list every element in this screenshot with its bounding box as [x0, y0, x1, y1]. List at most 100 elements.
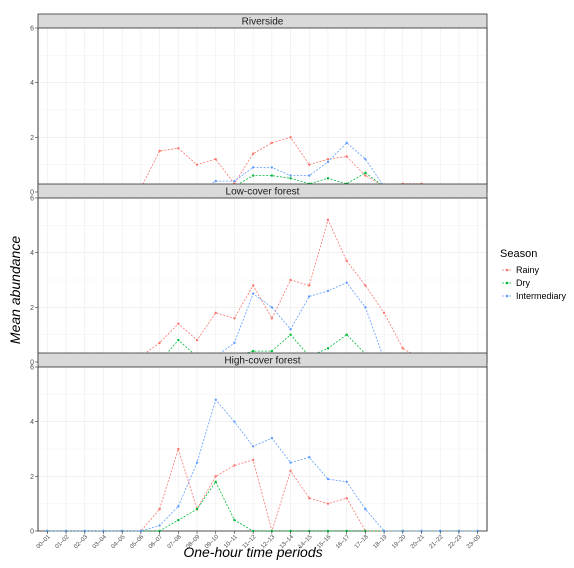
data-point [345, 281, 348, 284]
legend-key-point [505, 294, 509, 298]
data-point [364, 507, 367, 511]
data-point [345, 333, 348, 336]
data-point [308, 456, 311, 459]
data-point [364, 306, 367, 309]
data-point [270, 436, 274, 440]
data-point [251, 174, 255, 177]
data-point [158, 341, 161, 345]
y-tick-label: 2 [30, 135, 34, 142]
legend-entry: Rainy [502, 265, 540, 275]
y-tick-label: 4 [30, 419, 34, 426]
data-point [177, 447, 180, 451]
y-tick-label: 4 [30, 250, 34, 257]
data-point [289, 469, 292, 473]
data-point [177, 322, 180, 325]
data-point [233, 341, 236, 345]
data-point [345, 480, 348, 483]
legend-label: Intermediary [516, 291, 567, 301]
panels-group: Riverside 0 2 4 6 Low-cover forest 0 2 4 6 High-co… [30, 13, 488, 536]
data-point [289, 177, 292, 180]
data-point [251, 166, 255, 169]
data-point [270, 349, 274, 353]
legend-label: Dry [516, 278, 530, 288]
data-point [233, 464, 236, 467]
panel-title: Riverside [242, 17, 284, 28]
data-point [251, 458, 255, 462]
data-point [326, 177, 330, 180]
data-point [214, 398, 217, 401]
legend-key-point [505, 281, 509, 285]
panel: High-cover forest 0 2 4 6 [30, 352, 488, 536]
data-point [308, 174, 311, 177]
data-point [251, 445, 255, 448]
panel-title: High-cover forest [224, 356, 300, 367]
y-tick-label: 6 [30, 26, 34, 33]
data-point [177, 518, 180, 522]
y-tick-label: 0 [30, 360, 34, 367]
data-point [326, 289, 330, 293]
data-point [308, 295, 311, 298]
data-point [195, 461, 199, 464]
y-tick-label: 2 [30, 305, 34, 312]
y-tick-label: 4 [30, 80, 34, 87]
data-point [364, 171, 367, 175]
data-point [326, 477, 330, 481]
data-point [326, 502, 330, 505]
data-point [251, 292, 255, 295]
data-point [177, 147, 180, 150]
data-point [270, 174, 274, 177]
data-point [289, 333, 292, 336]
data-point [158, 507, 161, 511]
data-point [233, 518, 236, 522]
data-point [364, 158, 367, 161]
data-point [158, 149, 161, 153]
data-point [233, 179, 236, 183]
data-point [289, 461, 292, 464]
data-point [251, 284, 255, 287]
data-point [289, 328, 292, 331]
legend-entry: Intermediary [502, 291, 567, 301]
data-point [233, 317, 236, 320]
data-point [233, 420, 236, 423]
data-point [177, 338, 180, 342]
panel: Low-cover forest 0 2 4 6 [30, 183, 488, 367]
data-point [214, 475, 217, 478]
y-tick-label: 6 [30, 196, 34, 203]
data-point [270, 306, 274, 309]
data-point [289, 174, 292, 177]
legend-label: Rainy [516, 265, 540, 275]
data-point [177, 505, 180, 508]
data-point [345, 259, 348, 263]
data-point [195, 338, 199, 342]
series-line [47, 398, 478, 532]
data-point [308, 497, 311, 500]
data-point [345, 141, 348, 144]
data-point [364, 174, 367, 177]
y-tick-label: 2 [30, 474, 34, 481]
data-point [251, 349, 255, 353]
data-point [195, 507, 199, 511]
data-point [382, 311, 386, 314]
y-tick-label: 0 [30, 529, 34, 536]
series-intermediary [46, 398, 479, 533]
data-point [158, 524, 161, 527]
legend-key-point [505, 268, 509, 272]
data-point [214, 158, 217, 161]
legend-title: Season [500, 248, 537, 260]
legend-entry: Dry [502, 278, 530, 288]
panel-title: Low-cover forest [226, 187, 300, 198]
data-point [289, 278, 292, 282]
y-tick-label: 0 [30, 190, 34, 197]
data-point [289, 136, 292, 139]
data-point [326, 347, 330, 350]
data-point [326, 158, 330, 161]
data-point [326, 160, 330, 164]
data-point [214, 480, 217, 483]
x-axis-title: One-hour time periods [183, 544, 322, 560]
data-point [345, 497, 348, 500]
y-axis-title: Mean abundance [7, 236, 23, 344]
data-point [270, 166, 274, 169]
panel: Riverside 0 2 4 6 [30, 13, 488, 197]
data-point [270, 141, 274, 144]
